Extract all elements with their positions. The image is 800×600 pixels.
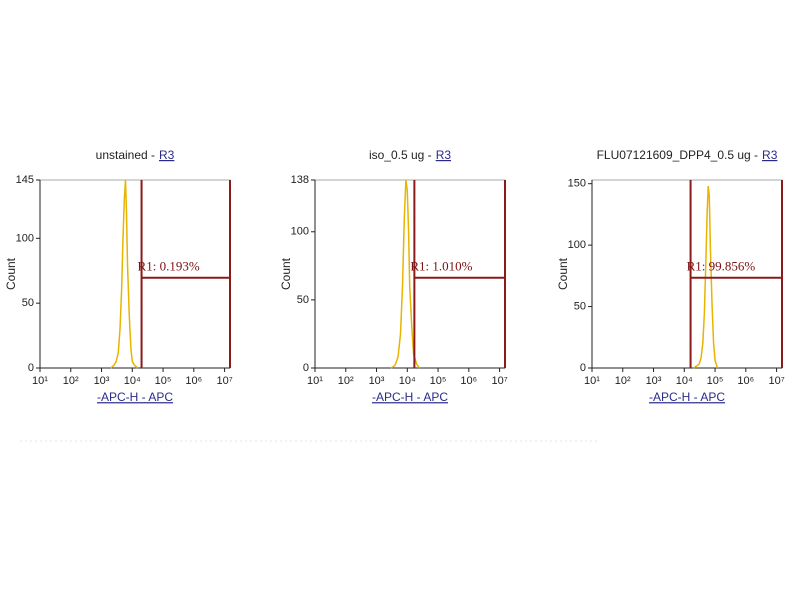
- gate-label: R1: 1.010%: [410, 259, 472, 274]
- y-axis-label: Count: [556, 257, 570, 290]
- x-tick-label: 10⁴: [399, 375, 416, 387]
- x-tick-label: 10⁵: [430, 375, 447, 387]
- title-text: unstained -: [96, 148, 155, 162]
- y-tick-label: 100: [568, 239, 586, 251]
- y-tick-label: 145: [16, 174, 34, 186]
- x-axis-label: -APC-H - APC: [372, 390, 448, 404]
- x-axis-label: -APC-H - APC: [649, 390, 725, 404]
- x-tick-label: 10⁵: [707, 375, 724, 387]
- gate-label: R1: 99.856%: [687, 259, 756, 274]
- x-tick-label: 10³: [646, 375, 662, 387]
- x-tick-label: 10³: [94, 375, 110, 387]
- panel-title: iso_0.5 ug - R3: [369, 148, 451, 162]
- y-tick-label: 50: [22, 297, 34, 309]
- x-tick-label: 10³: [369, 375, 385, 387]
- histogram-line: [693, 186, 719, 369]
- y-tick-label: 0: [28, 362, 34, 374]
- y-tick-label: 0: [580, 362, 586, 374]
- plot-frame: [39, 179, 231, 369]
- histogram-line: [110, 179, 139, 369]
- title-text: FLU07121609_DPP4_0.5 ug -: [597, 148, 758, 162]
- y-tick-label: 50: [574, 300, 586, 312]
- gate-label: R1: 0.193%: [138, 259, 200, 274]
- x-tick-label: 10⁶: [737, 375, 754, 387]
- x-tick-label: 10⁴: [124, 375, 141, 387]
- x-tick-label: 10¹: [32, 375, 48, 387]
- y-tick-label: 138: [291, 174, 309, 186]
- region-link[interactable]: R3: [762, 148, 778, 162]
- x-tick-label: 10⁶: [460, 375, 477, 387]
- plot-frame: [591, 179, 783, 369]
- region-link[interactable]: R3: [436, 148, 452, 162]
- histogram-line: [390, 179, 421, 369]
- x-axis-label: -APC-H - APC: [97, 390, 173, 404]
- x-tick-label: 10⁷: [768, 375, 784, 387]
- panel-title: unstained - R3: [96, 148, 175, 162]
- x-tick-label: 10⁷: [216, 375, 232, 387]
- y-axis-label: Count: [4, 257, 18, 290]
- x-tick-label: 10²: [63, 375, 79, 387]
- y-tick-label: 50: [297, 294, 309, 306]
- y-tick-label: 100: [16, 232, 34, 244]
- x-tick-label: 10⁷: [491, 375, 507, 387]
- y-tick-label: 150: [568, 178, 586, 190]
- x-tick-label: 10¹: [307, 375, 323, 387]
- x-tick-label: 10²: [338, 375, 354, 387]
- x-tick-label: 10⁴: [676, 375, 693, 387]
- y-tick-label: 0: [303, 362, 309, 374]
- title-text: iso_0.5 ug -: [369, 148, 432, 162]
- x-tick-label: 10⁶: [185, 375, 202, 387]
- y-axis-label: Count: [279, 257, 293, 290]
- x-tick-label: 10²: [615, 375, 631, 387]
- x-tick-label: 10⁵: [155, 375, 172, 387]
- panel-title: FLU07121609_DPP4_0.5 ug - R3: [597, 148, 778, 162]
- region-link[interactable]: R3: [159, 148, 175, 162]
- y-tick-label: 100: [291, 226, 309, 238]
- x-tick-label: 10¹: [584, 375, 600, 387]
